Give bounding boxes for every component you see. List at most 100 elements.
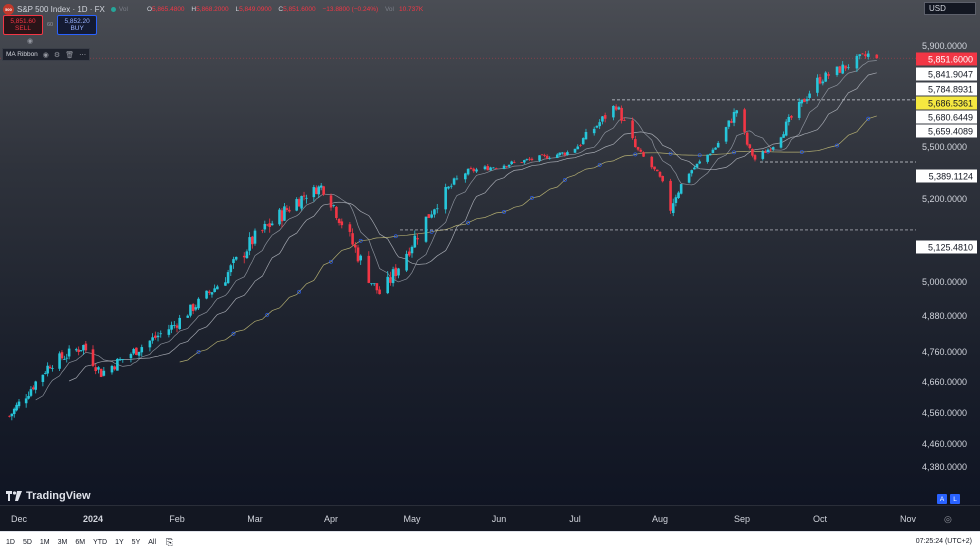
candle-body <box>614 106 618 110</box>
candle-body <box>245 251 249 259</box>
sell-label: SELL <box>15 25 31 32</box>
more-icon[interactable]: ⋯ <box>79 51 87 59</box>
candle-body <box>270 223 274 226</box>
buy-button[interactable]: 5,852.20 BUY <box>57 15 98 35</box>
candle-body <box>743 109 746 132</box>
time-tick: Nov <box>899 514 917 524</box>
indicator-legend[interactable]: MA Ribbon ◉ ⚙ 🗑 ⋯ <box>2 48 91 61</box>
candle-body <box>268 223 272 227</box>
time-tick: Dec <box>10 514 28 524</box>
candle-body <box>745 132 749 145</box>
price-label: 5,389.1124 <box>916 169 977 183</box>
price-tick: 5,000.0000 <box>922 277 968 287</box>
candle-body <box>389 277 392 283</box>
candle-body <box>716 142 720 148</box>
candle-body <box>435 208 439 210</box>
visibility-eye-icon[interactable]: ◉ <box>27 38 34 45</box>
ma-marker <box>732 150 736 155</box>
candle-body <box>15 404 18 411</box>
time-tick: May <box>403 514 421 524</box>
ma-marker <box>799 150 804 154</box>
candle-body <box>102 370 106 376</box>
candle-body <box>690 170 694 174</box>
range-button-all[interactable]: All <box>148 538 157 546</box>
delete-icon[interactable]: 🗑 <box>65 51 75 59</box>
candle-body <box>601 116 604 122</box>
ma-marker <box>835 143 839 148</box>
range-button-3m[interactable]: 3M <box>57 538 68 546</box>
candle-body <box>186 315 190 318</box>
candle-body <box>424 216 428 242</box>
candle-body <box>543 155 546 156</box>
candle-body <box>135 347 138 355</box>
ma-slow-line <box>179 115 877 363</box>
candle-body <box>464 173 467 180</box>
bottom-toolbar: 1D 5D 1M 3M 6M YTD 1Y 5Y All ⎘ 07:25:24 (UTC+2) <box>0 531 980 551</box>
candle-body <box>375 283 379 291</box>
range-button-1y[interactable]: 1Y <box>115 538 124 546</box>
close-value: 5,851.6000 <box>283 5 316 13</box>
candle-body <box>335 206 338 219</box>
candle-body <box>674 197 678 203</box>
candle-body <box>695 163 699 168</box>
price-tick: 5,900.0000 <box>922 41 968 51</box>
range-button-6m[interactable]: 6M <box>75 538 86 546</box>
candle-body <box>469 168 473 170</box>
candle-body <box>8 415 11 417</box>
axis-settings-icon[interactable]: ◎ <box>944 514 952 524</box>
volume-label: Vol <box>118 5 128 13</box>
candle-body <box>329 195 333 208</box>
candle-body <box>595 125 599 128</box>
eye-icon[interactable]: ◉ <box>42 51 49 59</box>
candle-body <box>523 160 526 163</box>
range-button-5d[interactable]: 5D <box>22 538 32 546</box>
candle-body <box>561 152 564 154</box>
candle-body <box>507 164 511 167</box>
candle-body <box>631 120 634 139</box>
candle-body <box>548 157 551 159</box>
ma-marker <box>358 238 363 243</box>
sell-button[interactable]: 5,851.60 SELL <box>3 15 43 35</box>
ma-marker <box>466 220 471 225</box>
candle-body <box>494 168 498 169</box>
range-button-1m[interactable]: 1M <box>39 538 50 546</box>
symbol-title[interactable]: S&P 500 Index · 1D · FX <box>17 4 105 14</box>
clock[interactable]: 07:25:24 (UTC+2) <box>915 538 972 545</box>
candle-body <box>447 186 450 189</box>
candle-body <box>510 161 513 165</box>
price-chart[interactable] <box>0 0 916 505</box>
candle-body <box>319 185 323 188</box>
range-button-5y[interactable]: 5Y <box>131 538 141 546</box>
candle-body <box>449 185 453 187</box>
price-axis[interactable]: 5,900.00005,500.00005,300.00005,200.0000… <box>916 0 980 505</box>
candle-body <box>312 187 316 198</box>
candle-body <box>410 246 414 254</box>
currency-select[interactable]: USD <box>924 2 976 15</box>
candle-body <box>732 111 736 123</box>
calendar-icon[interactable]: ⎘ <box>166 536 174 547</box>
candle-body <box>875 54 879 59</box>
candle-body <box>283 206 286 221</box>
candle-body <box>305 197 308 199</box>
ma-marker <box>231 331 236 336</box>
candle-body <box>444 187 447 210</box>
candle-body <box>430 214 433 218</box>
range-button-1d[interactable]: 1D <box>6 538 15 546</box>
candle-body <box>835 66 839 75</box>
settings-icon[interactable]: ⚙ <box>53 51 61 59</box>
log-scale-button[interactable]: L <box>950 494 960 504</box>
price-label: 5,841.9047 <box>916 67 977 81</box>
range-button-ytd[interactable]: YTD <box>93 538 108 546</box>
candle-body <box>359 255 362 261</box>
symbol-header: 500 S&P 500 Index · 1D · FX Vol O5,865.4… <box>3 2 428 16</box>
candle-body <box>687 173 691 183</box>
candle-body <box>502 165 506 169</box>
time-axis[interactable]: Dec 2024 Feb Mar Apr May Jun Jul Aug Sep Oct Nov <box>0 505 980 532</box>
candle-body <box>51 368 54 369</box>
price-label: 5,686.5361 <box>916 96 977 110</box>
auto-scale-button[interactable]: A <box>937 494 947 504</box>
candle-body <box>727 120 731 127</box>
candle-body <box>280 210 284 222</box>
price-tick: 5,200.0000 <box>922 194 968 204</box>
price-label: 5,680.6449 <box>916 110 977 124</box>
